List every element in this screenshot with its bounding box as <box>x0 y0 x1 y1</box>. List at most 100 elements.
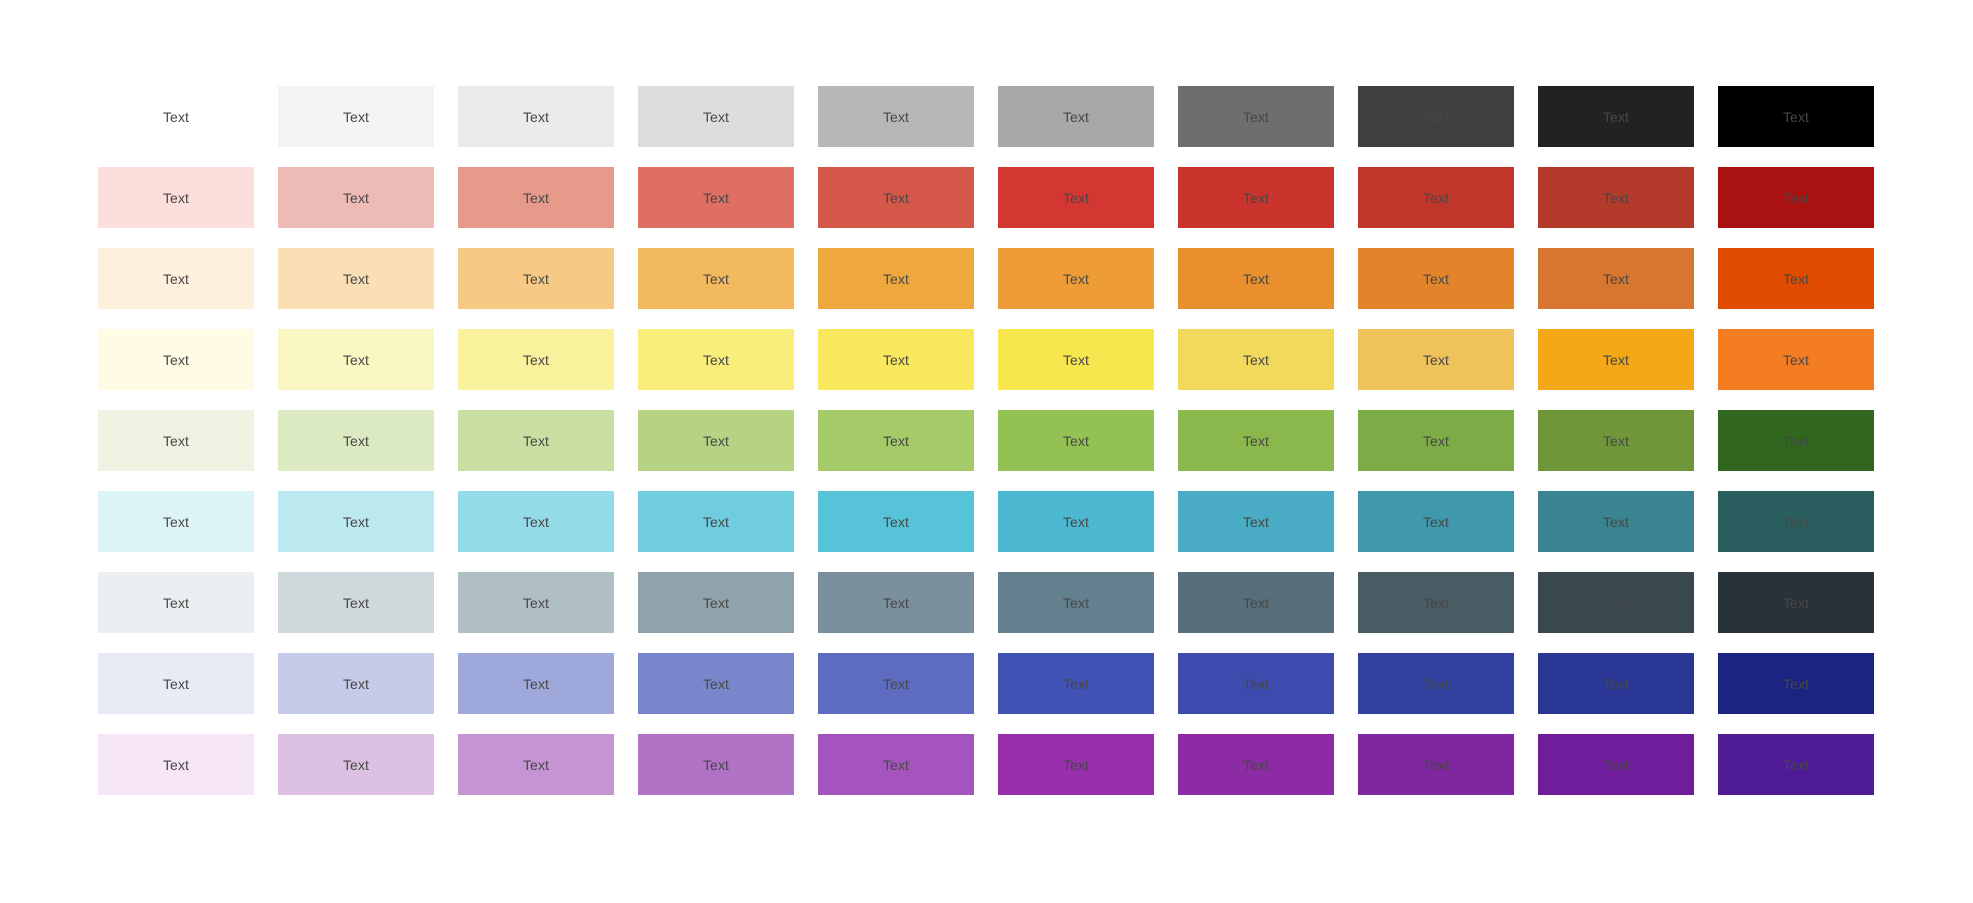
color-swatch-green-7[interactable]: Text <box>1178 410 1334 471</box>
color-swatch-cyan-8[interactable]: Text <box>1358 491 1514 552</box>
color-swatch-orange-4[interactable]: Text <box>638 248 794 309</box>
color-swatch-gray-5[interactable]: Text <box>818 86 974 147</box>
color-swatch-orange-10[interactable]: Text <box>1718 248 1874 309</box>
color-swatch-blue-gray-7[interactable]: Text <box>1178 572 1334 633</box>
swatch-label: Text <box>342 756 370 773</box>
color-swatch-yellow-4[interactable]: Text <box>638 329 794 390</box>
color-swatch-green-5[interactable]: Text <box>818 410 974 471</box>
color-swatch-cyan-7[interactable]: Text <box>1178 491 1334 552</box>
swatch-label: Text <box>342 432 370 449</box>
swatch-label: Text <box>522 432 550 449</box>
swatch-label: Text <box>1422 351 1450 368</box>
color-swatch-cyan-3[interactable]: Text <box>458 491 614 552</box>
color-swatch-yellow-6[interactable]: Text <box>998 329 1154 390</box>
color-swatch-gray-4[interactable]: Text <box>638 86 794 147</box>
color-swatch-orange-7[interactable]: Text <box>1178 248 1334 309</box>
color-swatch-gray-10[interactable]: Text <box>1718 86 1874 147</box>
color-swatch-indigo-7[interactable]: Text <box>1178 653 1334 714</box>
color-swatch-purple-1[interactable]: Text <box>98 734 254 795</box>
swatch-label: Text <box>1242 189 1270 206</box>
color-swatch-indigo-5[interactable]: Text <box>818 653 974 714</box>
color-swatch-purple-10[interactable]: Text <box>1718 734 1874 795</box>
color-swatch-purple-5[interactable]: Text <box>818 734 974 795</box>
color-swatch-cyan-4[interactable]: Text <box>638 491 794 552</box>
color-swatch-indigo-4[interactable]: Text <box>638 653 794 714</box>
color-swatch-gray-7[interactable]: Text <box>1178 86 1334 147</box>
color-swatch-yellow-9[interactable]: Text <box>1538 329 1694 390</box>
color-swatch-green-1[interactable]: Text <box>98 410 254 471</box>
color-swatch-indigo-3[interactable]: Text <box>458 653 614 714</box>
color-swatch-indigo-10[interactable]: Text <box>1718 653 1874 714</box>
color-swatch-purple-6[interactable]: Text <box>998 734 1154 795</box>
color-swatch-purple-7[interactable]: Text <box>1178 734 1334 795</box>
color-swatch-orange-5[interactable]: Text <box>818 248 974 309</box>
color-swatch-red-10[interactable]: Text <box>1718 167 1874 228</box>
color-swatch-gray-9[interactable]: Text <box>1538 86 1694 147</box>
color-swatch-orange-2[interactable]: Text <box>278 248 434 309</box>
color-swatch-indigo-1[interactable]: Text <box>98 653 254 714</box>
color-swatch-red-7[interactable]: Text <box>1178 167 1334 228</box>
swatch-label: Text <box>1062 270 1090 287</box>
color-swatch-purple-3[interactable]: Text <box>458 734 614 795</box>
color-swatch-orange-3[interactable]: Text <box>458 248 614 309</box>
color-swatch-cyan-6[interactable]: Text <box>998 491 1154 552</box>
color-swatch-green-8[interactable]: Text <box>1358 410 1514 471</box>
color-swatch-blue-gray-1[interactable]: Text <box>98 572 254 633</box>
swatch-label: Text <box>522 675 550 692</box>
color-swatch-purple-2[interactable]: Text <box>278 734 434 795</box>
color-swatch-red-9[interactable]: Text <box>1538 167 1694 228</box>
color-swatch-green-4[interactable]: Text <box>638 410 794 471</box>
color-swatch-blue-gray-3[interactable]: Text <box>458 572 614 633</box>
color-swatch-purple-9[interactable]: Text <box>1538 734 1694 795</box>
color-swatch-green-9[interactable]: Text <box>1538 410 1694 471</box>
color-swatch-blue-gray-2[interactable]: Text <box>278 572 434 633</box>
color-swatch-blue-gray-10[interactable]: Text <box>1718 572 1874 633</box>
color-swatch-gray-1[interactable]: Text <box>98 86 254 147</box>
color-swatch-indigo-2[interactable]: Text <box>278 653 434 714</box>
color-swatch-orange-6[interactable]: Text <box>998 248 1154 309</box>
color-swatch-yellow-10[interactable]: Text <box>1718 329 1874 390</box>
color-swatch-yellow-2[interactable]: Text <box>278 329 434 390</box>
color-swatch-green-2[interactable]: Text <box>278 410 434 471</box>
color-swatch-orange-9[interactable]: Text <box>1538 248 1694 309</box>
color-swatch-gray-6[interactable]: Text <box>998 86 1154 147</box>
color-swatch-red-2[interactable]: Text <box>278 167 434 228</box>
color-swatch-purple-4[interactable]: Text <box>638 734 794 795</box>
color-swatch-orange-1[interactable]: Text <box>98 248 254 309</box>
color-swatch-blue-gray-8[interactable]: Text <box>1358 572 1514 633</box>
color-swatch-red-6[interactable]: Text <box>998 167 1154 228</box>
color-swatch-yellow-1[interactable]: Text <box>98 329 254 390</box>
color-swatch-cyan-5[interactable]: Text <box>818 491 974 552</box>
color-swatch-indigo-8[interactable]: Text <box>1358 653 1514 714</box>
color-swatch-yellow-3[interactable]: Text <box>458 329 614 390</box>
swatch-label: Text <box>522 756 550 773</box>
color-swatch-green-6[interactable]: Text <box>998 410 1154 471</box>
swatch-label: Text <box>882 675 910 692</box>
color-swatch-red-4[interactable]: Text <box>638 167 794 228</box>
color-swatch-red-5[interactable]: Text <box>818 167 974 228</box>
color-swatch-yellow-7[interactable]: Text <box>1178 329 1334 390</box>
color-swatch-cyan-1[interactable]: Text <box>98 491 254 552</box>
color-swatch-indigo-6[interactable]: Text <box>998 653 1154 714</box>
color-swatch-yellow-5[interactable]: Text <box>818 329 974 390</box>
color-swatch-gray-8[interactable]: Text <box>1358 86 1514 147</box>
color-swatch-blue-gray-9[interactable]: Text <box>1538 572 1694 633</box>
color-swatch-yellow-8[interactable]: Text <box>1358 329 1514 390</box>
color-swatch-indigo-9[interactable]: Text <box>1538 653 1694 714</box>
color-swatch-blue-gray-5[interactable]: Text <box>818 572 974 633</box>
color-swatch-red-8[interactable]: Text <box>1358 167 1514 228</box>
color-swatch-red-1[interactable]: Text <box>98 167 254 228</box>
color-swatch-cyan-9[interactable]: Text <box>1538 491 1694 552</box>
color-swatch-gray-3[interactable]: Text <box>458 86 614 147</box>
color-swatch-green-3[interactable]: Text <box>458 410 614 471</box>
color-swatch-red-3[interactable]: Text <box>458 167 614 228</box>
color-swatch-orange-8[interactable]: Text <box>1358 248 1514 309</box>
color-swatch-blue-gray-4[interactable]: Text <box>638 572 794 633</box>
color-swatch-green-10[interactable]: Text <box>1718 410 1874 471</box>
color-swatch-blue-gray-6[interactable]: Text <box>998 572 1154 633</box>
color-swatch-cyan-2[interactable]: Text <box>278 491 434 552</box>
color-swatch-cyan-10[interactable]: Text <box>1718 491 1874 552</box>
swatch-label: Text <box>1242 270 1270 287</box>
color-swatch-gray-2[interactable]: Text <box>278 86 434 147</box>
color-swatch-purple-8[interactable]: Text <box>1358 734 1514 795</box>
